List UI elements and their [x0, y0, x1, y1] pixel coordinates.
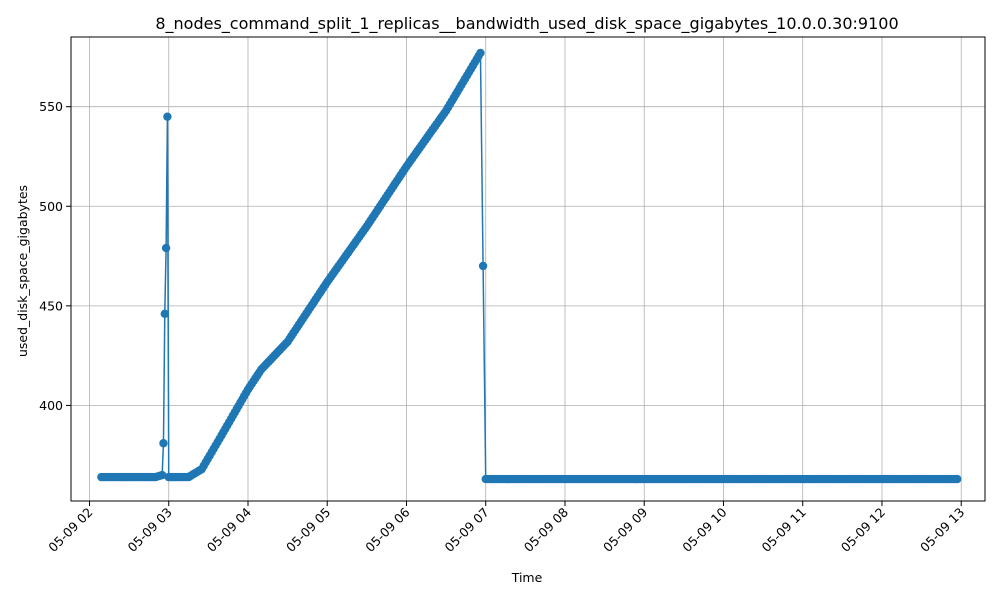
y-axis-label: used_disk_space_gigabytes [15, 185, 30, 357]
y-tick-label: 400 [39, 398, 63, 413]
data-point [160, 309, 169, 319]
x-tick-label: 05-09 02 [45, 505, 95, 555]
y-axis-ticks: 400 450 500 550 [39, 99, 71, 413]
x-tick-label: 05-09 03 [125, 505, 175, 555]
chart-title: 8_nodes_command_split_1_replicas__bandwi… [155, 14, 898, 34]
data-point [163, 112, 172, 121]
x-tick-label: 05-09 11 [759, 505, 809, 555]
x-tick-label: 05-09 13 [917, 505, 967, 555]
data-point [157, 470, 167, 480]
grid-lines [71, 37, 985, 501]
data-series [97, 48, 962, 484]
x-tick-label: 05-09 08 [521, 504, 571, 554]
data-point [953, 474, 962, 484]
x-tick-label: 05-09 12 [838, 505, 888, 555]
data-point [159, 439, 168, 448]
plot-frame [70, 36, 986, 502]
data-point [161, 243, 171, 253]
y-tick-label: 500 [39, 199, 63, 214]
x-tick-label: 05-09 06 [362, 504, 412, 554]
x-tick-label: 05-09 05 [283, 505, 333, 555]
x-tick-label: 05-09 10 [679, 504, 729, 554]
x-axis-ticks: 05-09 02 05-09 03 05-09 04 05-09 05 05-09 06… [45, 501, 967, 555]
data-point [478, 261, 488, 271]
x-tick-label: 05-09 07 [442, 505, 492, 555]
x-axis-label: Time [511, 570, 543, 585]
x-tick-label: 05-09 04 [204, 504, 254, 554]
x-tick-label: 05-09 09 [600, 504, 650, 554]
data-point [476, 48, 485, 58]
y-tick-label: 550 [39, 99, 63, 114]
y-tick-label: 450 [39, 298, 63, 313]
